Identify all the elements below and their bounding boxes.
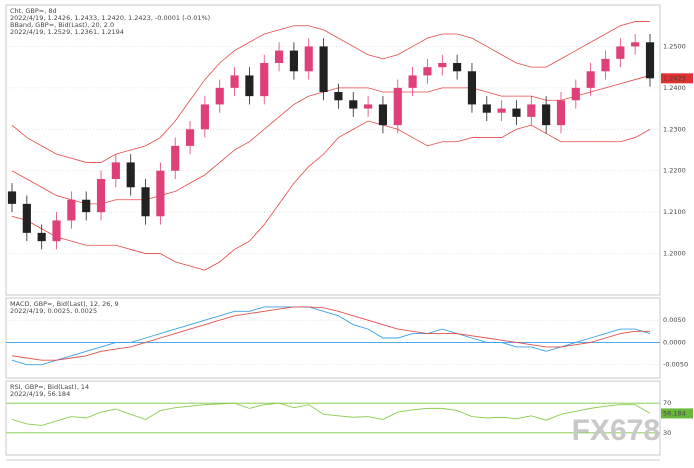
watermark: FX678 (572, 414, 660, 447)
candle-body (586, 71, 595, 88)
value-tag-label: 56.184 (663, 409, 686, 417)
legend-text: BBand, GBP=, Bid(Last), 20, 2.0 (10, 21, 114, 29)
line (11, 21, 650, 163)
candle-body (319, 46, 328, 92)
candle-body (467, 71, 477, 105)
panel-frame (5, 297, 661, 379)
line (11, 306, 650, 361)
candle-body (512, 108, 521, 117)
candle-body (7, 191, 17, 204)
price-tag (661, 73, 693, 84)
line (11, 306, 651, 366)
candle-body (378, 104, 388, 126)
candle-body (185, 129, 195, 146)
candle-body (111, 162, 120, 179)
candle-body (200, 104, 209, 130)
candle-body (22, 203, 31, 233)
candle-body (126, 162, 135, 188)
candle-body (482, 104, 491, 113)
candle-body (304, 46, 313, 72)
y-tick-label: 30 (663, 429, 671, 437)
candle-body (171, 145, 180, 171)
candle-body (542, 104, 551, 126)
legend-text: 2022/4/19, 1.2426, 1.2433, 1.2420, 1.242… (10, 14, 210, 22)
candle-body (230, 75, 239, 88)
candle-body (245, 75, 254, 97)
line (11, 120, 651, 271)
y-tick-label: 0.0050 (663, 316, 686, 324)
candle-body (616, 46, 625, 59)
candle-body (423, 67, 432, 76)
y-tick-label: 1.2000 (663, 250, 686, 258)
y-tick-label: 0.0000 (663, 338, 686, 346)
candle-body (289, 50, 298, 72)
legend-text: RSI, GBP=, Bid(Last), 14 (10, 383, 89, 391)
candle-body (364, 104, 373, 109)
y-tick-label: 70 (663, 399, 671, 407)
line (11, 402, 651, 426)
panel-frame (5, 380, 661, 456)
candle-body (453, 63, 462, 72)
y-tick-label: 1.2500 (663, 42, 686, 50)
candle-body (82, 199, 91, 213)
candle-body (67, 199, 76, 221)
legend-text: Cht, GBP=, 8d (10, 7, 57, 15)
y-tick-label: 1.2200 (663, 167, 686, 175)
y-tick-label: 1.2400 (663, 84, 686, 92)
candle-body (215, 87, 224, 105)
panel-frame (5, 4, 661, 296)
y-tick-label: 1.2300 (663, 125, 686, 133)
candle-body (96, 179, 106, 213)
candle-body (274, 50, 284, 63)
candle-body (37, 232, 46, 242)
candle-body (260, 63, 269, 97)
candle-body (156, 170, 165, 217)
candle-body (497, 108, 506, 113)
candle-body (52, 220, 61, 242)
legend-text: 2022/4/19, 0.0025, 0.0025 (10, 307, 97, 315)
candle-body (601, 58, 610, 72)
candle-body (527, 104, 536, 117)
candle-body (393, 87, 402, 126)
candle-body (141, 187, 150, 217)
legend-text: MACD, GBP=, Bid(Last), 12, 26, 9 (10, 300, 119, 308)
legend-text: 2022/4/19, 56.184 (10, 390, 70, 398)
line (11, 75, 651, 205)
price-tag-label: 1.2423 (663, 74, 686, 82)
y-tick-label: -0.0050 (663, 361, 688, 369)
value-tag (661, 408, 693, 419)
candle-body (645, 42, 655, 79)
candle-body (571, 87, 580, 101)
candle-body (438, 63, 447, 68)
legend-text: 2022/4/19, 1.2529, 1.2361, 1.2194 (10, 28, 124, 36)
candle-body (408, 75, 417, 88)
candle-body (349, 100, 358, 109)
candle-body (631, 42, 640, 47)
y-tick-label: 1.2100 (663, 208, 686, 216)
candle-body (334, 92, 343, 101)
candle-body (556, 100, 566, 126)
